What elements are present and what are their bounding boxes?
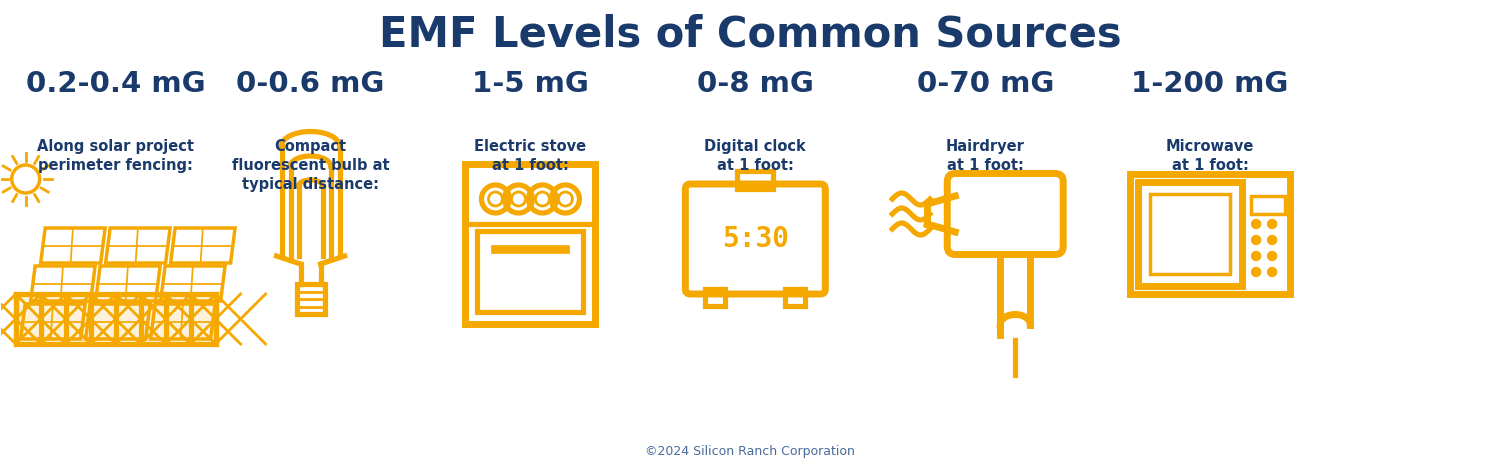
- Bar: [1130, 174, 1290, 294]
- Bar: [1138, 182, 1242, 286]
- Circle shape: [1268, 219, 1276, 228]
- Text: EMF Levels of Common Sources: EMF Levels of Common Sources: [380, 13, 1122, 55]
- Text: 5:30: 5:30: [722, 225, 789, 253]
- Circle shape: [1268, 267, 1276, 276]
- Text: Digital clock
at 1 foot:: Digital clock at 1 foot:: [705, 139, 806, 173]
- Circle shape: [1251, 267, 1260, 276]
- Circle shape: [1268, 236, 1276, 245]
- Bar: [465, 164, 596, 324]
- Text: Hairdryer
at 1 foot:: Hairdryer at 1 foot:: [946, 139, 1024, 173]
- Text: Compact
fluorescent bulb at
typical distance:: Compact fluorescent bulb at typical dist…: [231, 139, 390, 192]
- Bar: [786, 289, 806, 306]
- Text: 0-0.6 mG: 0-0.6 mG: [237, 70, 384, 98]
- Bar: [15, 294, 216, 344]
- Text: 1-5 mG: 1-5 mG: [472, 70, 590, 98]
- Text: 0-8 mG: 0-8 mG: [698, 70, 814, 98]
- Bar: [15, 294, 216, 344]
- Text: Microwave
at 1 foot:: Microwave at 1 foot:: [1166, 139, 1254, 173]
- Text: ©2024 Silicon Ranch Corporation: ©2024 Silicon Ranch Corporation: [645, 446, 855, 458]
- Text: 0-70 mG: 0-70 mG: [916, 70, 1054, 98]
- Bar: [297, 284, 324, 314]
- Text: 0.2-0.4 mG: 0.2-0.4 mG: [26, 70, 206, 98]
- Bar: [477, 231, 584, 312]
- Circle shape: [1251, 219, 1260, 228]
- Circle shape: [1251, 252, 1260, 261]
- Bar: [1251, 196, 1286, 214]
- Text: 1-200 mG: 1-200 mG: [1131, 70, 1288, 98]
- Text: Electric stove
at 1 foot:: Electric stove at 1 foot:: [474, 139, 586, 173]
- Text: Along solar project
perimeter fencing:: Along solar project perimeter fencing:: [38, 139, 194, 173]
- Circle shape: [1268, 252, 1276, 261]
- Circle shape: [1251, 236, 1260, 245]
- Bar: [738, 171, 774, 189]
- Bar: [1150, 194, 1230, 274]
- Bar: [705, 289, 726, 306]
